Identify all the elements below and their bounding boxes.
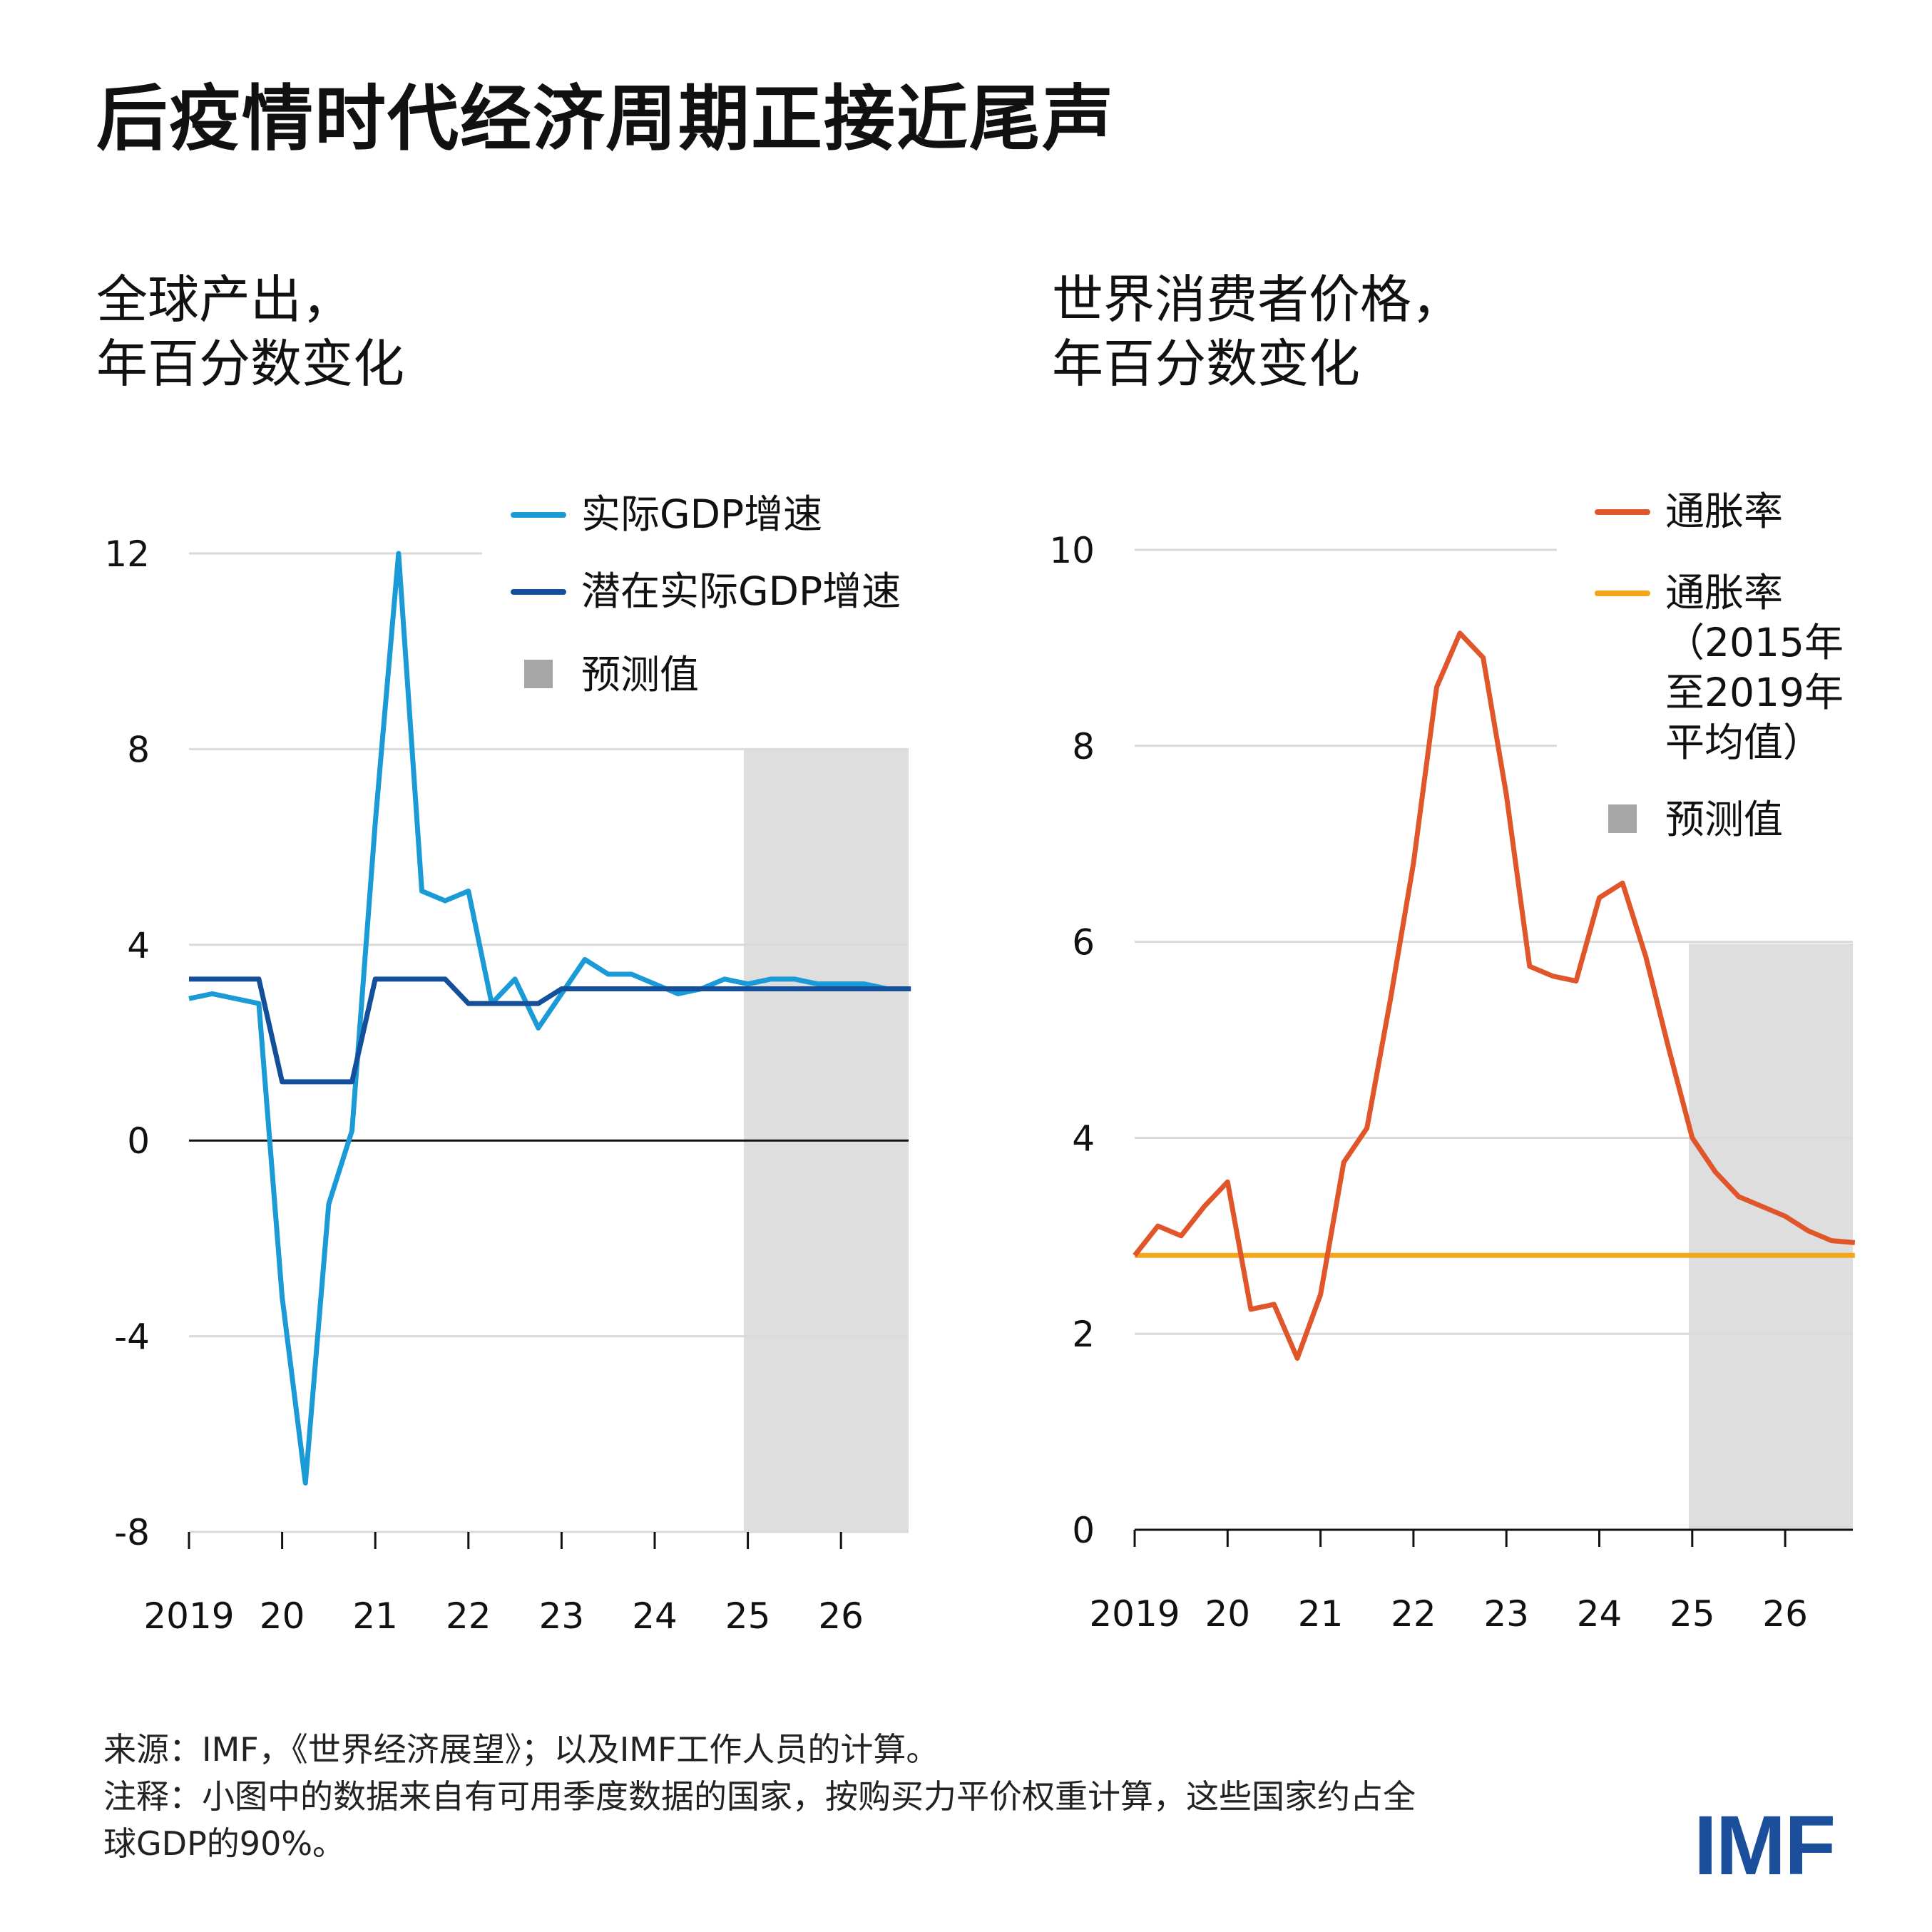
x-tick-label: 20	[260, 1595, 305, 1637]
source-text: 来源：IMF，《世界经济展望》；以及IMF工作人员的计算。	[103, 1730, 939, 1769]
x-tick-label: 25	[1670, 1593, 1715, 1635]
y-tick-label: 8	[1072, 726, 1095, 767]
x-tick-label: 2019	[143, 1595, 234, 1637]
x-tick-label: 21	[1298, 1593, 1344, 1635]
y-tick-label: -8	[114, 1512, 150, 1553]
x-tick-label: 26	[1762, 1593, 1808, 1635]
x-tick-label: 23	[1483, 1593, 1529, 1635]
forecast-legend-swatch	[524, 660, 553, 688]
legend-label: 通胀率	[1665, 489, 1783, 534]
imf-logo: IMF	[1694, 1799, 1836, 1893]
legend-label-line: 通胀率	[1665, 489, 1783, 534]
y-tick-label: 0	[127, 1120, 150, 1162]
y-tick-label: 2	[1072, 1314, 1095, 1355]
x-tick-label: 26	[818, 1595, 864, 1637]
note-text: 注释：小图中的数据来自有可用季度数据的国家，按购买力平价权重计算，这些国家约占全…	[103, 1777, 1416, 1863]
forecast-legend-swatch	[1608, 804, 1637, 833]
legend-label-line: 至2019年	[1665, 670, 1844, 715]
legend-label: 潜在实际GDP增速	[581, 568, 901, 614]
x-tick-label: 24	[632, 1595, 678, 1637]
y-tick-label: 0	[1072, 1510, 1095, 1551]
x-tick-label: 20	[1205, 1593, 1250, 1635]
y-tick-label: 10	[1049, 530, 1095, 571]
legend-label: 通胀率 （2015年至2019年平均值）	[1665, 570, 1844, 765]
y-tick-label: 4	[1072, 1118, 1095, 1159]
series-line-potential_gdp	[189, 976, 911, 1085]
x-tick-label: 22	[446, 1595, 491, 1637]
y-tick-label: -4	[114, 1317, 150, 1358]
left-chart-title: 全球产出， 年百分数变化	[96, 270, 405, 394]
y-tick-label: 8	[127, 729, 150, 770]
legend-label-line: 实际GDP增速	[581, 491, 822, 537]
legend-label-line: （2015年	[1665, 620, 1844, 665]
y-tick-label: 6	[1072, 922, 1095, 964]
forecast-legend-label: 预测值	[1665, 797, 1783, 842]
right-chart-title: 世界消费者价格， 年百分数变化	[1052, 270, 1463, 394]
x-tick-label: 21	[352, 1595, 398, 1637]
x-tick-label: 24	[1577, 1593, 1622, 1635]
legend-label-line: 通胀率	[1665, 570, 1783, 615]
y-tick-label: 12	[104, 533, 150, 575]
x-tick-label: 25	[725, 1595, 771, 1637]
series-line-inflation	[1133, 630, 1856, 1361]
x-tick-label: 2019	[1089, 1593, 1180, 1635]
legend-label: 实际GDP增速	[581, 491, 822, 537]
footer-notes: 来源：IMF，《世界经济展望》；以及IMF工作人员的计算。 注释：小图中的数据来…	[103, 1726, 1416, 1867]
legend-label-line: 平均值）	[1665, 720, 1822, 765]
chart-1: 12 8 4 0 -4 -8 2019 20 21 22 23 24 25 26 实际GDP增速潜在实际GD…	[104, 491, 911, 1637]
page-title: 后疫情时代经济周期正接近尾声	[96, 77, 1115, 160]
x-tick-label: 23	[539, 1595, 585, 1637]
x-tick-label: 22	[1391, 1593, 1436, 1635]
forecast-legend-label: 预测值	[581, 652, 699, 697]
legend-label-line: 潜在实际GDP增速	[581, 568, 901, 614]
y-tick-label: 4	[127, 925, 150, 966]
series-line-actual_gdp	[188, 551, 911, 1486]
